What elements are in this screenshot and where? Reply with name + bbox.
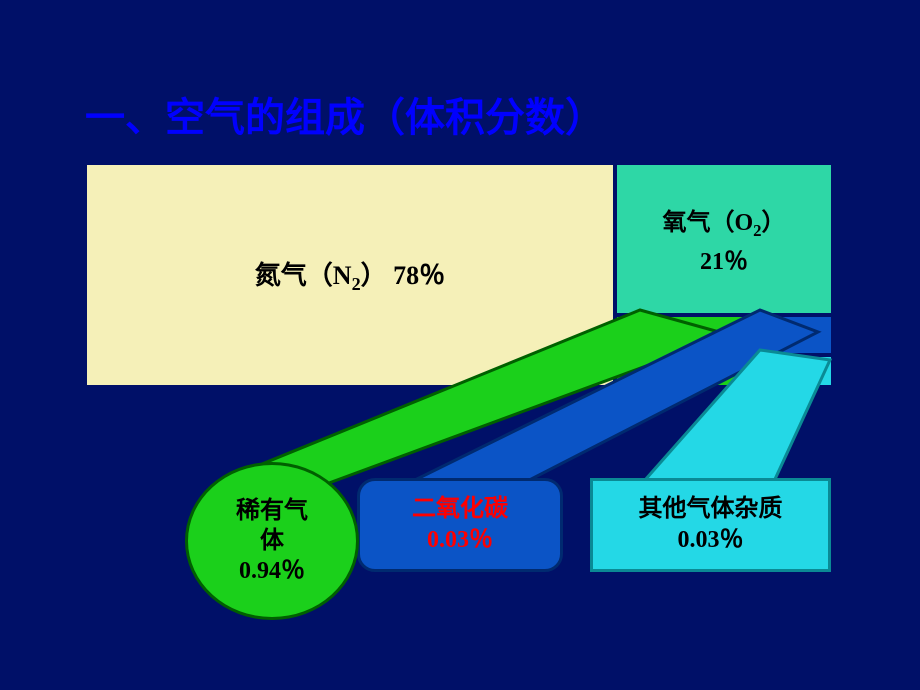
- rare-callout: 稀有气 体 0.94％: [185, 462, 359, 620]
- rare-value: 0.94％: [239, 556, 305, 586]
- rare-label-2: 体: [260, 526, 284, 556]
- slide-title: 一、空气的组成（体积分数）: [85, 85, 605, 143]
- other-value: 0.03％: [678, 525, 744, 556]
- rare-label-1: 稀有气: [236, 496, 308, 526]
- co2-value: 0.03％: [427, 525, 493, 556]
- co2-callout: 二氧化碳 0.03％: [357, 478, 563, 572]
- callouts-layer: 稀有气 体 0.94％ 二氧化碳 0.03％ 其他气体杂质 0.03％: [0, 380, 920, 680]
- other-callout: 其他气体杂质 0.03％: [590, 478, 831, 572]
- co2-label: 二氧化碳: [412, 494, 508, 525]
- other-label: 其他气体杂质: [639, 494, 783, 525]
